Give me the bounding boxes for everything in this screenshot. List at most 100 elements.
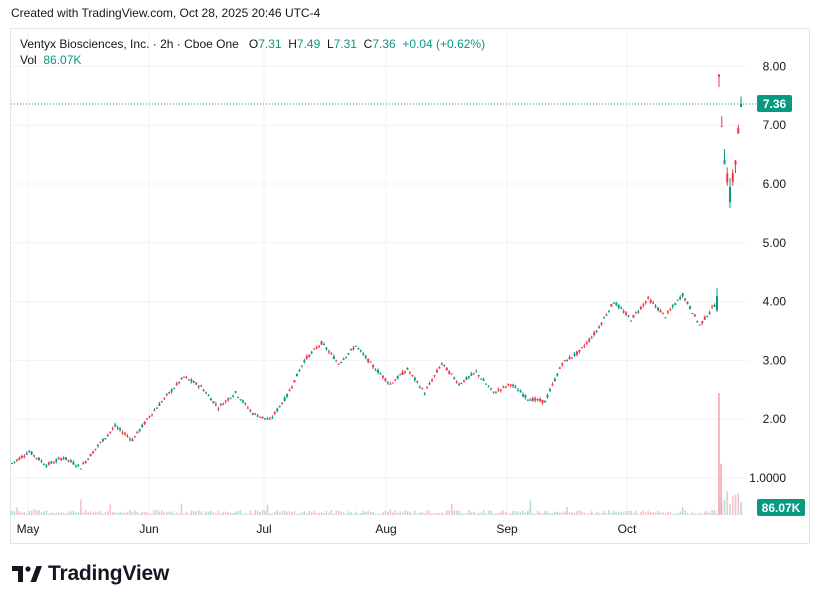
volume-bar	[480, 512, 482, 515]
volume-bar	[30, 510, 33, 515]
candle-body	[443, 364, 446, 366]
volume-bar	[217, 510, 220, 515]
candle-body	[676, 299, 679, 301]
volume-bar	[288, 510, 291, 515]
candle-body	[649, 300, 652, 303]
volume-bar	[367, 510, 369, 515]
candle-body	[119, 428, 122, 430]
candle-body	[96, 444, 99, 446]
tradingview-logo[interactable]: TradingView	[12, 562, 169, 586]
volume-bar	[578, 510, 581, 515]
volume-bar	[448, 510, 451, 515]
volume-bar	[391, 512, 394, 515]
candle-body	[418, 386, 421, 388]
volume-bar	[632, 512, 635, 515]
volume-bar	[729, 504, 731, 515]
candle-body	[458, 383, 461, 385]
candle-body	[111, 428, 114, 430]
candle-body	[548, 389, 551, 392]
volume-bar	[357, 513, 360, 515]
volume-bar	[163, 512, 166, 515]
volume-bar	[377, 513, 379, 515]
candle-body	[492, 391, 495, 393]
candle-body	[300, 365, 303, 367]
volume-bar	[55, 512, 58, 515]
legend-volume-row: Vol 86.07K	[20, 52, 485, 68]
volume-bar	[625, 510, 627, 515]
x-tick-label: Oct	[618, 522, 637, 536]
x-tick-label: May	[17, 522, 40, 536]
volume-bar	[222, 512, 225, 515]
chart-frame[interactable]	[10, 28, 810, 544]
volume-bar	[138, 513, 141, 515]
volume-bar	[232, 513, 234, 515]
candle-body	[583, 345, 586, 347]
volume-bar	[586, 513, 588, 515]
tradingview-logo-icon	[12, 566, 42, 582]
volume-bar	[482, 510, 485, 515]
candle-body	[69, 460, 72, 462]
volume-bar	[256, 510, 259, 515]
candle-body	[173, 388, 176, 390]
volume-bar	[384, 510, 387, 515]
candle-body	[35, 457, 38, 459]
candle-body	[146, 418, 149, 420]
volume-bar	[168, 511, 171, 515]
candle-body	[737, 127, 740, 134]
volume-bar	[239, 510, 242, 515]
candle-body	[72, 462, 75, 465]
volume-bar	[737, 493, 740, 515]
candle-body	[281, 403, 284, 405]
candle-body	[470, 373, 473, 376]
symbol-name[interactable]: Ventyx Biosciences, Inc.	[20, 37, 150, 51]
candle-body	[303, 360, 306, 363]
candle-body	[541, 399, 544, 403]
interval-label[interactable]: 2h	[160, 37, 174, 51]
volume-bar	[399, 511, 401, 515]
volume-bar	[124, 512, 126, 515]
volume-bar	[593, 513, 595, 515]
volume-bar	[468, 510, 470, 515]
volume-bar	[72, 510, 75, 515]
candle-body	[612, 302, 615, 304]
candle-body	[610, 304, 613, 307]
candle-body	[431, 379, 434, 382]
volume-bar	[261, 510, 264, 515]
volume-bar	[310, 512, 313, 515]
volume-bar	[173, 513, 175, 515]
candle-body	[507, 383, 510, 385]
candle-body	[711, 306, 714, 308]
candle-body	[219, 404, 222, 406]
volume-bar	[315, 512, 318, 515]
volume-bar	[13, 511, 16, 515]
volume-bar	[453, 510, 455, 515]
candle-body	[701, 320, 704, 324]
volume-bar	[33, 509, 35, 515]
volume-bar	[355, 511, 357, 515]
volume-bar	[566, 507, 568, 515]
candle-body	[60, 458, 63, 461]
candle-body	[674, 303, 677, 305]
candle-body	[504, 386, 507, 388]
volume-bar	[242, 513, 244, 515]
candle-body	[526, 399, 529, 401]
low-value: 7.31	[333, 37, 357, 51]
candle-body	[259, 416, 262, 418]
candle-body	[236, 396, 239, 398]
candle-body	[423, 393, 426, 395]
candle-body	[671, 305, 674, 307]
candle-body	[379, 373, 382, 375]
candle-body	[536, 399, 539, 401]
volume-bar	[180, 503, 183, 515]
volume-bar	[514, 511, 517, 515]
volume-bar	[286, 511, 288, 515]
candle-body	[605, 315, 608, 317]
volume-bar	[269, 513, 271, 515]
volume-bar	[293, 511, 296, 515]
volume-bar	[647, 511, 650, 515]
volume-bar	[35, 510, 38, 515]
volume-bar	[640, 511, 642, 515]
candle-body	[209, 398, 212, 401]
volume-bar	[237, 510, 239, 515]
